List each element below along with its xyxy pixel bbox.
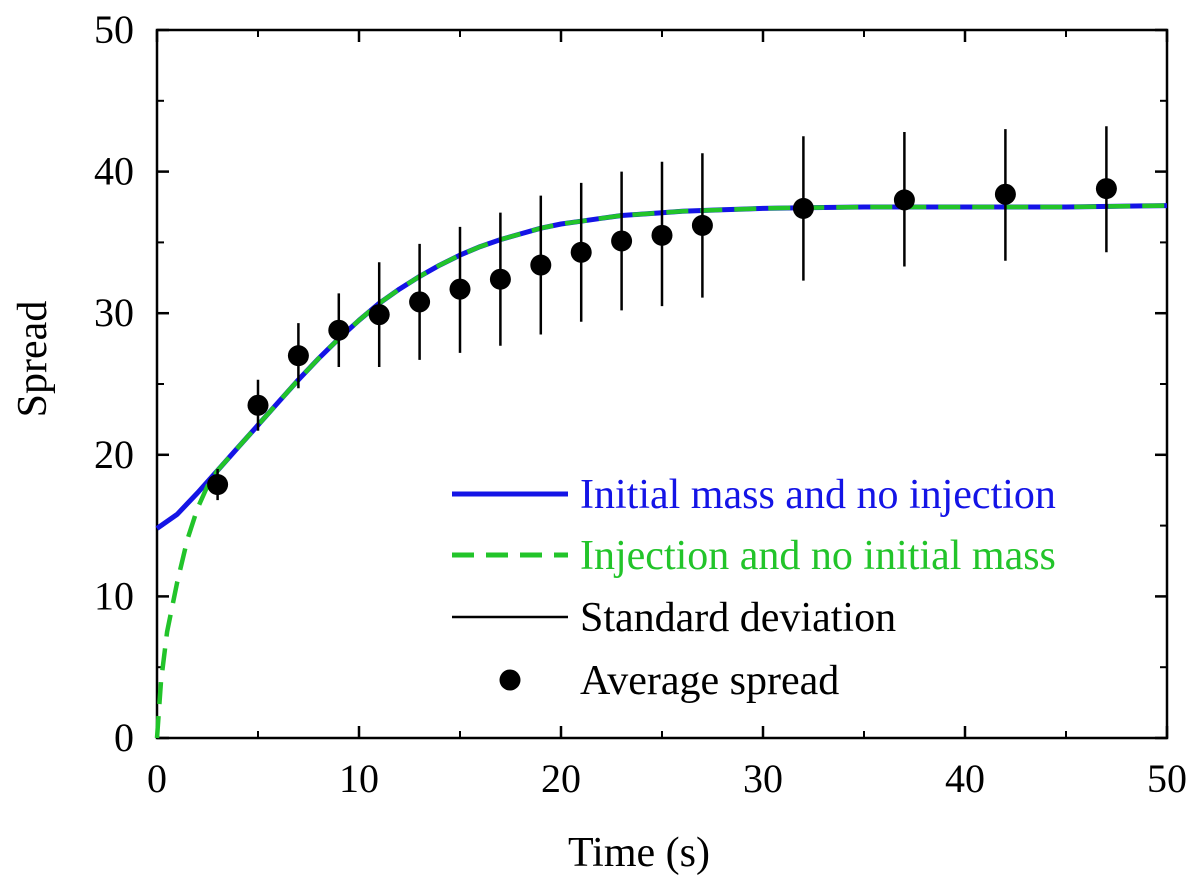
- plot-area: [155, 28, 1169, 740]
- data-point: [247, 394, 269, 416]
- data-point: [530, 254, 552, 276]
- y-axis-title: Spread: [10, 301, 56, 418]
- series-layer: [154, 126, 1168, 739]
- legend: Initial mass and no injection Injection a…: [452, 472, 1056, 704]
- x-axis-title: Time (s): [568, 830, 710, 876]
- x-minor-ticks: [257, 30, 1067, 738]
- y-axis-ticks: 0 10 20 30 40 50: [94, 7, 1167, 760]
- data-point: [893, 189, 915, 211]
- legend-label: Standard deviation: [580, 595, 896, 641]
- data-point: [409, 291, 431, 313]
- y-tick-label: 20: [94, 432, 134, 477]
- scatter-series: [207, 126, 1117, 501]
- x-tick-label: 40: [945, 756, 985, 801]
- legend-marker-dot: [499, 669, 521, 691]
- data-point: [792, 197, 814, 219]
- series-line-2: [154, 203, 1168, 739]
- data-point: [994, 183, 1016, 205]
- x-axis-ticks: 0 10 20 30 40 50: [147, 30, 1187, 801]
- x-tick-label: 20: [541, 756, 581, 801]
- y-tick-label: 0: [114, 715, 134, 760]
- legend-label: Injection and no initial mass: [580, 533, 1056, 579]
- data-point: [449, 278, 471, 300]
- y-tick-label: 50: [94, 7, 134, 52]
- x-tick-label: 50: [1147, 756, 1187, 801]
- data-point: [328, 319, 350, 341]
- data-point: [489, 268, 511, 290]
- data-point: [570, 241, 592, 263]
- y-tick-label: 10: [94, 573, 134, 618]
- data-point: [691, 214, 713, 236]
- x-tick-label: 0: [147, 756, 167, 801]
- y-tick-label: 40: [94, 149, 134, 194]
- data-point: [1095, 178, 1117, 200]
- data-point: [651, 224, 673, 246]
- legend-label: Initial mass and no injection: [580, 472, 1056, 518]
- data-point: [287, 345, 309, 367]
- y-tick-label: 30: [94, 290, 134, 335]
- data-point: [207, 474, 229, 496]
- x-tick-label: 10: [339, 756, 379, 801]
- data-point: [368, 304, 390, 326]
- x-tick-label: 30: [743, 756, 783, 801]
- data-point: [611, 230, 633, 252]
- legend-label: Average spread: [580, 658, 839, 704]
